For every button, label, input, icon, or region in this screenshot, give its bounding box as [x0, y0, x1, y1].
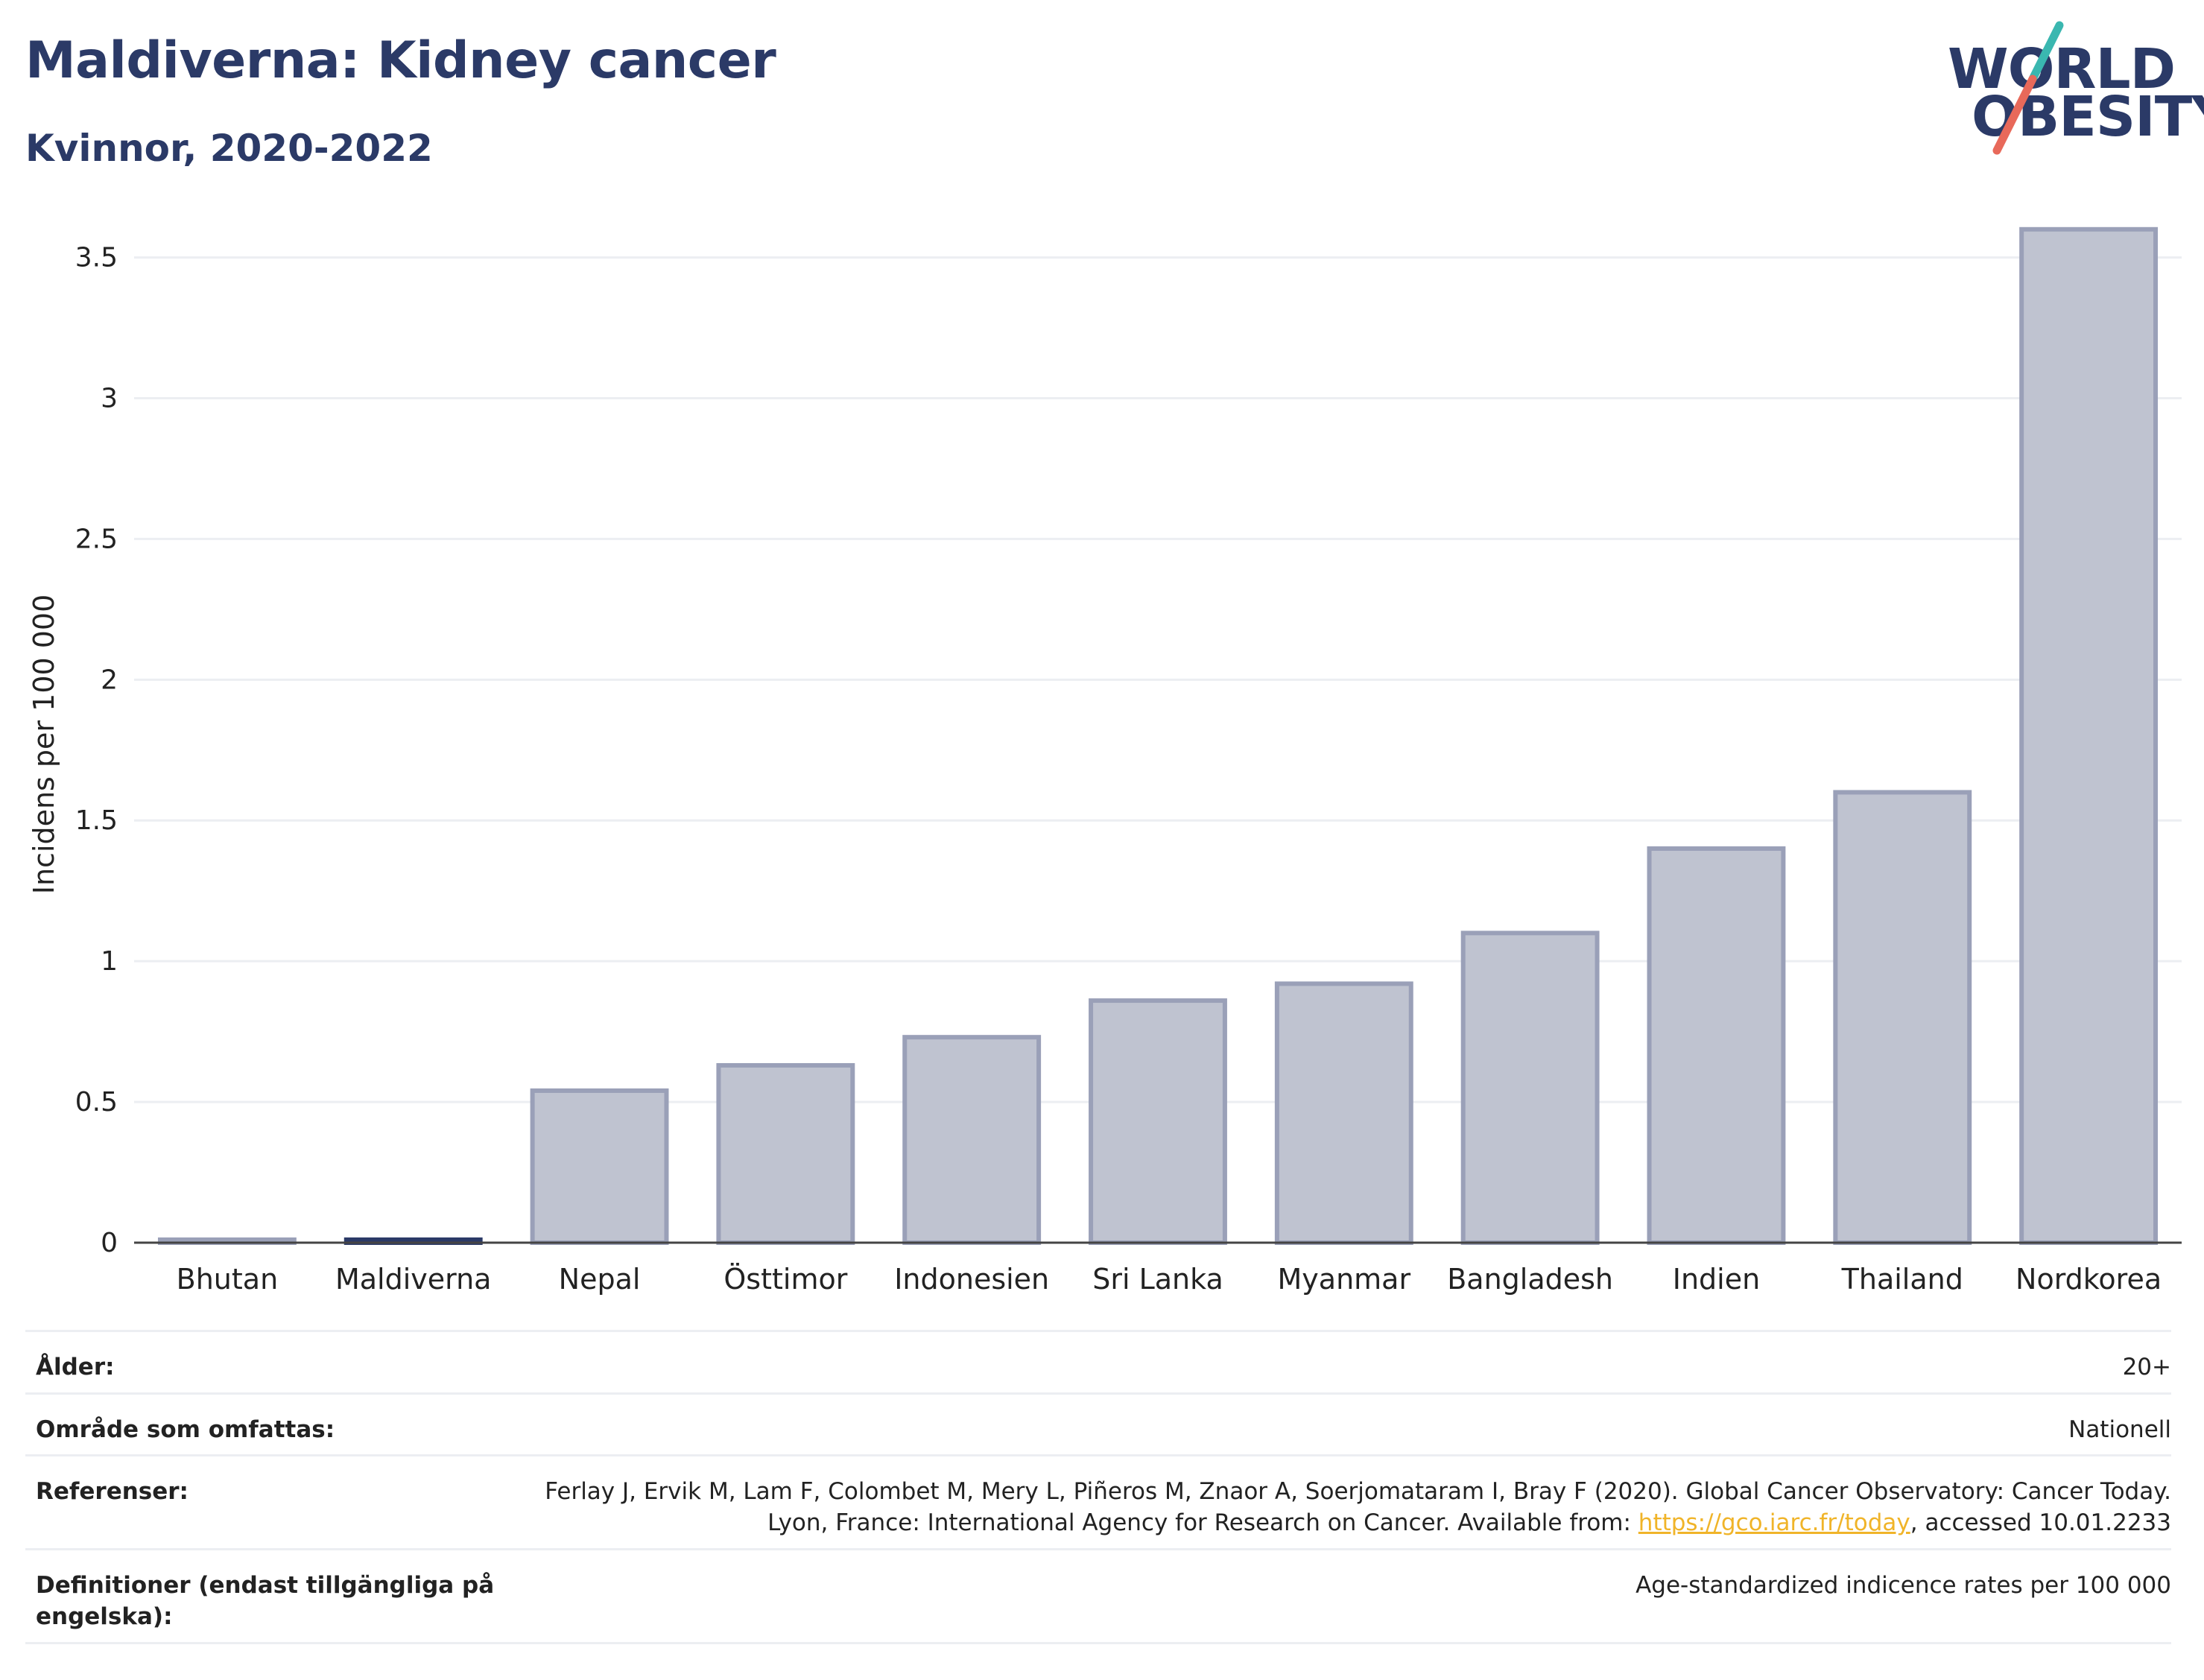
y-axis-label: Incidens per 100 000: [28, 595, 60, 895]
y-tick-label: 0.5: [75, 1087, 118, 1118]
meta-value: Ferlay J, Ervik M, Lam F, Colombet M, Me…: [513, 1476, 2171, 1538]
reference-link[interactable]: https://gco.iarc.fr/today: [1638, 1509, 1910, 1536]
y-tick-label: 1.5: [75, 805, 118, 836]
page-subtitle: Kvinnor, 2020-2022: [25, 127, 433, 170]
bar-nepal: [530, 1088, 669, 1245]
meta-key: Ålder:: [36, 1354, 115, 1381]
reference-text: Ferlay J, Ervik M, Lam F, Colombet M, Me…: [545, 1478, 2171, 1536]
bar-bangladesh: [1460, 931, 1600, 1245]
bar-indonesien: [902, 1035, 1042, 1245]
logo-line-1: WORLD: [1948, 37, 2176, 101]
y-tick-label: 3: [101, 383, 118, 413]
x-tick-label: Indonesien: [894, 1263, 1049, 1296]
meta-value: Nationell: [2068, 1416, 2171, 1443]
x-tick-label: Thailand: [1841, 1263, 1963, 1296]
y-tick-label: 3.5: [75, 243, 118, 273]
x-tick-label: Nordkorea: [2015, 1263, 2162, 1296]
meta-bottom-divider: [25, 1642, 2171, 1644]
x-tick-label: Myanmar: [1278, 1263, 1411, 1296]
x-tick-label: Sri Lanka: [1092, 1263, 1223, 1296]
page-title: Maldiverna: Kidney cancer: [25, 31, 776, 90]
y-tick-label: 1: [101, 946, 118, 977]
bar-sri-lanka: [1089, 998, 1227, 1245]
metadata-table: Ålder: 20+ Område som omfattas: Nationel…: [25, 1330, 2171, 1644]
meta-row-references: Referenser: Ferlay J, Ervik M, Lam F, Co…: [25, 1454, 2171, 1548]
meta-row-area: Område som omfattas: Nationell: [25, 1392, 2171, 1454]
meta-value: 20+: [2122, 1354, 2171, 1381]
meta-key: Referenser:: [36, 1478, 189, 1505]
bar-myanmar: [1274, 981, 1413, 1245]
bar-indien: [1647, 846, 1786, 1245]
world-obesity-logo: WORLD OBESITY: [1937, 15, 2204, 164]
y-tick-label: 2: [101, 665, 118, 695]
meta-key: Område som omfattas:: [36, 1416, 335, 1443]
reference-accessed: , accessed 10.01.2233: [1910, 1509, 2171, 1536]
bar-nordkorea: [2019, 226, 2159, 1245]
meta-key: Definitioner (endast tillgängliga på eng…: [36, 1572, 495, 1630]
x-tick-label: Maldiverna: [335, 1263, 492, 1296]
x-tick-label: Indien: [1673, 1263, 1760, 1296]
x-tick-label: Nepal: [559, 1263, 641, 1296]
x-tick-label: Bangladesh: [1447, 1263, 1613, 1296]
bar-thailand: [1833, 790, 1972, 1245]
x-tick-label: Östtimor: [723, 1263, 847, 1296]
y-tick-label: 2.5: [75, 524, 118, 554]
bar-östtimor: [716, 1062, 855, 1245]
x-tick-label: Bhutan: [177, 1263, 279, 1296]
bar-chart: 0 0.5 1 1.5 2 2.5 3 3.5 Incidens per 100 000 Bhut…: [28, 226, 2182, 1296]
meta-value: Age-standardized indicence rates per 100…: [1635, 1572, 2171, 1599]
meta-row-age: Ålder: 20+: [25, 1330, 2171, 1392]
meta-row-definitions: Definitioner (endast tillgängliga på eng…: [25, 1548, 2171, 1642]
y-tick-label: 0: [101, 1228, 118, 1258]
logo-slash-icon: [1992, 21, 2064, 155]
